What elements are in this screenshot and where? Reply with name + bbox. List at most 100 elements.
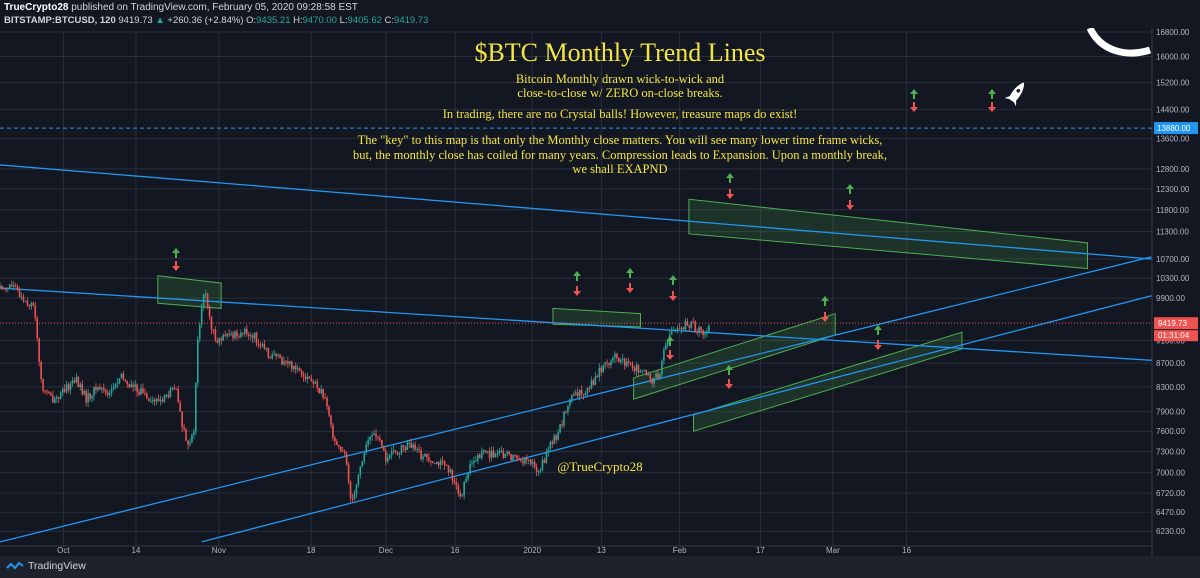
candle-body (428, 457, 430, 461)
candle-body (702, 330, 704, 336)
candle-body (289, 361, 291, 364)
candle-body (688, 325, 691, 328)
candle-body (314, 382, 317, 384)
price-chart[interactable]: 16800.00 16000.00 15200.00 14400.00 13600.00… (0, 28, 1200, 556)
candle-body (369, 436, 371, 441)
candle-body (694, 321, 697, 331)
candle-body (488, 451, 491, 458)
candle-body (700, 327, 702, 331)
candle-body (410, 442, 413, 448)
candle-body (386, 457, 389, 462)
candle-body (643, 369, 646, 371)
candle-body (706, 331, 708, 334)
rocket-body (1008, 82, 1025, 103)
candle-body (590, 380, 593, 389)
arrow-up-icon-head (726, 173, 734, 178)
candle-body (198, 324, 201, 340)
candle-body (698, 327, 700, 333)
candle-body (42, 379, 44, 391)
candle-body (30, 303, 33, 307)
candle-body (79, 384, 82, 388)
arrow-up-icon-shaft (991, 94, 993, 99)
candle-body (124, 379, 127, 381)
candle-body (218, 338, 221, 343)
handle-label: @TrueCrypto28 (557, 459, 643, 474)
candle-body (480, 451, 483, 458)
high-label: H: (293, 15, 303, 26)
candle-body (339, 446, 342, 451)
candle-body (0, 285, 1, 289)
last-price: 9419.73 (118, 15, 153, 26)
candle-body (196, 339, 199, 384)
symbol-label[interactable]: BITSTAMP:BTCUSD, 120 (4, 15, 116, 26)
arrow-down-icon-head (874, 345, 882, 350)
candle-body (32, 303, 35, 306)
candle-body (308, 376, 311, 379)
arrow-up-icon-shaft (913, 94, 915, 99)
arrow-down-icon-shaft (849, 200, 851, 205)
candle-body (404, 447, 407, 451)
trend-line-middle-descending (0, 287, 1153, 361)
candle-body (594, 376, 597, 385)
trend-line-upper-descending (0, 164, 1153, 260)
candle-body (526, 457, 528, 460)
candle-body (573, 395, 575, 397)
horizontal-level-badge (1154, 122, 1198, 135)
candle-body (85, 391, 87, 403)
publisher-name[interactable]: TrueCrypto28 (4, 2, 69, 13)
current-price-badge (1154, 317, 1198, 330)
candle-body (302, 374, 305, 377)
candle-body (153, 399, 156, 402)
candle-body (122, 373, 125, 380)
candle-body (55, 396, 58, 399)
price-change: +260.36 (+2.84%) (167, 15, 244, 26)
annotation-line-6: we shall EXAPND (572, 162, 668, 176)
candle-body (574, 392, 577, 396)
candle-body (130, 384, 133, 388)
y-tick-label: 6470.00 (1156, 508, 1185, 517)
candle-body (267, 348, 270, 358)
candle-body (578, 389, 581, 397)
candle-body (99, 386, 101, 390)
candle-body (653, 377, 655, 384)
candle-body (629, 362, 632, 364)
y-tick-label: 11800.00 (1156, 206, 1189, 215)
candle-body (390, 451, 393, 456)
y-tick-label: 14400.00 (1156, 106, 1190, 115)
candle-body (676, 328, 679, 330)
candle-body (265, 348, 268, 350)
time-axis: Oct 14 Nov 18 Dec 16 2020 13 Feb 17 Mar 16 (0, 545, 1152, 555)
candle-body (504, 453, 507, 458)
candle-body (486, 451, 489, 453)
decorations (1004, 28, 1152, 107)
candles (0, 280, 710, 503)
trend-line-lower-ascending (201, 294, 1153, 543)
annotation-line-3: In trading, there are no Crystal balls! … (442, 107, 798, 121)
candle-body (490, 450, 493, 458)
candle-body (433, 463, 436, 465)
tradingview-brand[interactable]: TradingView (6, 560, 86, 572)
arrow-down-icon-head (669, 296, 677, 301)
candle-body (128, 383, 131, 388)
candle-body (412, 444, 415, 448)
candle-body (191, 434, 193, 443)
candle-body (620, 359, 622, 362)
candle-body (306, 376, 309, 379)
candle-body (537, 470, 540, 472)
candle-body (641, 370, 644, 372)
candle-body (316, 382, 319, 389)
price-axis: 16800.00 16000.00 15200.00 14400.00 13600.00… (0, 28, 1200, 556)
candle-body (226, 333, 228, 336)
y-tick-label: 16000.00 (1156, 53, 1190, 62)
candle-body (426, 453, 428, 458)
candle-body (708, 325, 710, 332)
candle-body (341, 450, 344, 452)
arrow-down-icon-head (725, 384, 733, 389)
candle-body (73, 380, 76, 383)
candle-body (1, 285, 3, 288)
candle-body (324, 397, 326, 399)
candle-body (453, 480, 456, 483)
y-tick-label: 12800.00 (1156, 165, 1190, 174)
candle-body (665, 344, 667, 350)
arrow-down-icon-head (910, 107, 918, 112)
